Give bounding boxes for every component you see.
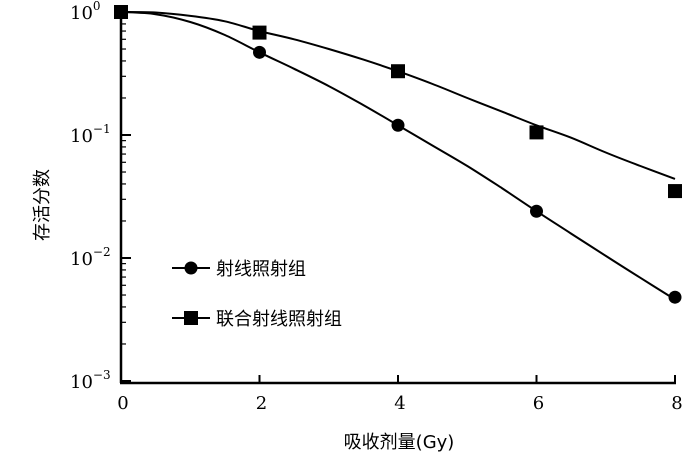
legend-label: 联合射线照射组 xyxy=(216,309,342,330)
data-point-circle xyxy=(530,204,543,218)
x-tick-label: 6 xyxy=(533,393,544,414)
data-point-circle xyxy=(668,290,682,304)
legend-marker-circle xyxy=(184,261,198,275)
fit-curves xyxy=(120,11,676,301)
y-tick-exponent: −3 xyxy=(93,368,111,382)
y-tick-base: 10 xyxy=(70,249,93,270)
y-tick-exponent: 0 xyxy=(93,0,101,13)
data-point-square xyxy=(391,64,405,79)
legend-marker-square xyxy=(184,311,198,325)
data-point-square xyxy=(668,184,682,199)
data-point-square xyxy=(529,125,544,140)
y-tick-label: 100 xyxy=(70,0,101,24)
y-tick-label: 10−2 xyxy=(70,245,111,270)
x-tick-label: 4 xyxy=(394,393,405,414)
x-tick-label: 0 xyxy=(117,393,128,414)
y-tick-base: 10 xyxy=(70,3,93,24)
data-markers xyxy=(114,5,682,304)
y-tick-exponent: −1 xyxy=(93,122,111,136)
data-point-circle xyxy=(253,45,266,59)
data-point-square xyxy=(252,25,267,40)
y-tick-base: 10 xyxy=(70,126,93,147)
y-tick-exponent: −2 xyxy=(93,245,111,259)
y-tick-base: 10 xyxy=(70,372,93,393)
legend-label: 射线照射组 xyxy=(216,259,306,280)
y-tick-label: 10−1 xyxy=(70,122,111,147)
fit-curve-series-1 xyxy=(120,11,676,301)
data-point-circle xyxy=(391,118,405,132)
x-axis-title: 吸收剂量(Gy) xyxy=(344,432,455,453)
fit-curve-series-2 xyxy=(120,11,676,180)
x-tick-label: 8 xyxy=(671,393,682,414)
data-point-square xyxy=(114,5,128,19)
y-axis-title: 存活分数 xyxy=(32,169,53,241)
x-tick-label: 2 xyxy=(256,393,267,414)
y-tick-label: 10−3 xyxy=(70,368,111,393)
x-ticks: 0 2 4 6 8 xyxy=(117,375,683,414)
